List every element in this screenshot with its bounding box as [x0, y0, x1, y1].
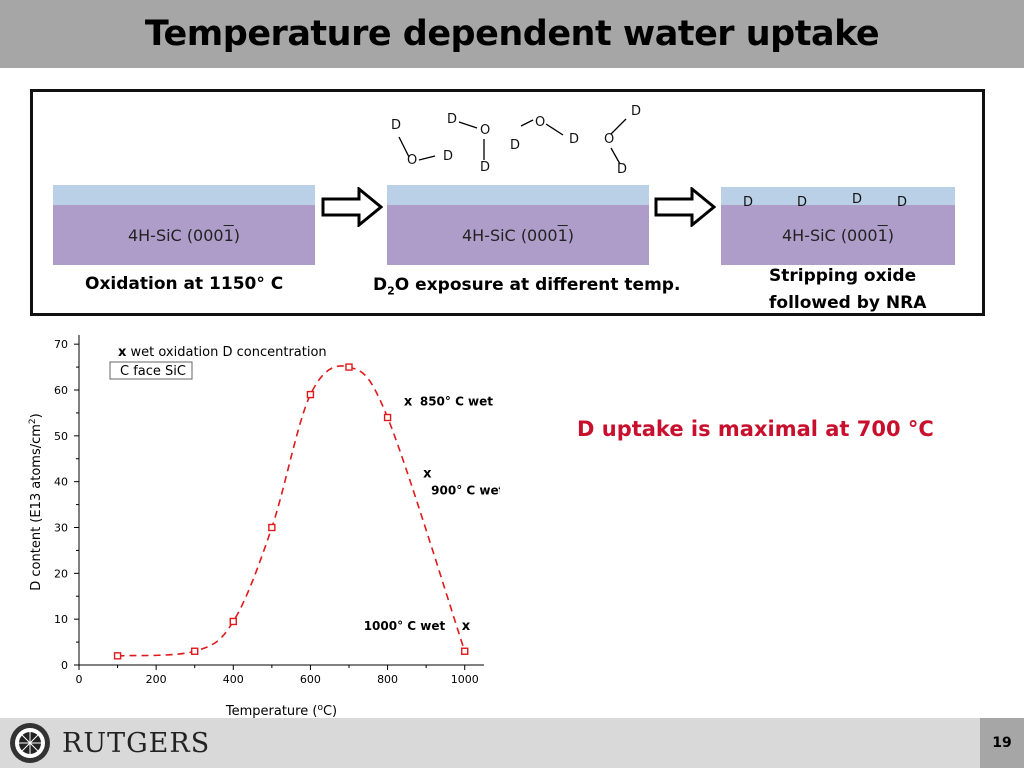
- surface-d-mark: D: [743, 195, 754, 210]
- substrate-label: 4H-SiC (000: [781, 225, 878, 245]
- substrate-layer: 4H-SiC (000 1): [387, 205, 649, 265]
- x-axis-label-text: Temperature (: [225, 704, 318, 719]
- slab-d2o-exposed: 4H-SiC (000 1): [387, 185, 649, 265]
- annotation-label: 850° C wet: [420, 394, 493, 408]
- surface-d-mark: D: [897, 195, 908, 210]
- step-label-line: Oxidation at 1150° C: [85, 274, 284, 294]
- data-point: [306, 390, 315, 399]
- data-point: [229, 617, 237, 626]
- process-diagram: 4H-SiC (000 1) 4H-SiC (000 1) D O D D O D …: [30, 89, 985, 316]
- molecule-letter: O: [604, 132, 615, 147]
- data-point: [268, 523, 276, 532]
- arrow-right-icon: [654, 187, 716, 227]
- annotation-mark: x: [423, 467, 432, 482]
- chart: 0 200 400 600 800 1000 0 10 20 30 40 50 60 70 Temperat…: [20, 325, 505, 720]
- x-tick-label: 400: [223, 673, 244, 686]
- step-label-prefix: D: [373, 275, 388, 295]
- step-label-line: followed by NRA: [769, 293, 927, 313]
- molecule-letter: O: [535, 115, 546, 130]
- molecule-letter: D: [631, 104, 642, 119]
- molecule-letter: O: [480, 123, 491, 138]
- substrate-layer: 4H-SiC (000 1): [53, 205, 315, 265]
- legend-note: x wet oxidation D concentration: [118, 345, 327, 360]
- molecule-letter: D: [443, 149, 454, 164]
- substrate-label-close: ): [567, 225, 575, 245]
- annotation-mark: x: [404, 394, 413, 409]
- substrate-label-close: ): [887, 225, 895, 245]
- surface-d-mark: D: [797, 195, 808, 210]
- y-tick-label: 30: [54, 522, 68, 535]
- y-tick-label: 10: [54, 613, 68, 626]
- substrate-layer: 4H-SiC (000 1): [721, 205, 955, 265]
- step-label-line: Stripping oxide: [769, 266, 917, 286]
- x-tick-label: 800: [377, 673, 398, 686]
- annotation-mark: x: [462, 619, 471, 634]
- data-point: [113, 652, 122, 660]
- step-label-sub: 2: [387, 284, 395, 298]
- x-tick-label: 1000: [451, 673, 479, 686]
- x-tick-label: 600: [300, 673, 321, 686]
- molecule-letter: D: [447, 112, 458, 127]
- slab-oxidized: 4H-SiC (000 1): [53, 185, 315, 265]
- step-label-d2o: D2O exposure at different temp.: [373, 272, 680, 304]
- y-tick-label: 20: [54, 567, 68, 580]
- data-point: [345, 363, 353, 371]
- molecule-letter: D: [617, 162, 628, 177]
- page-title: Temperature dependent water uptake: [144, 14, 880, 54]
- arrow-right-icon: [321, 187, 383, 227]
- annotation-label: 900° C wet: [431, 484, 500, 498]
- y-tick-label: 70: [54, 338, 68, 351]
- y-axis-label-end: ): [29, 413, 44, 418]
- molecule-letter: D: [510, 138, 521, 153]
- brand-logo: RUTGERS: [62, 728, 211, 759]
- data-point: [383, 413, 392, 422]
- title-bar: Temperature dependent water uptake: [0, 0, 1024, 68]
- substrate-label: 4H-SiC (000: [127, 225, 224, 245]
- surface-d-mark: D: [852, 192, 863, 207]
- y-tick-label: 50: [54, 430, 68, 443]
- oxide-layer: [53, 185, 315, 205]
- substrate-label-bar: 1: [877, 225, 888, 245]
- d-content-chart: 0 200 400 600 800 1000 0 10 20 30 40 50 60 70 Temperat…: [28, 335, 505, 719]
- page-number: 19: [980, 718, 1024, 768]
- data-point: [191, 647, 199, 655]
- y-tick-label: 40: [54, 476, 68, 489]
- conclusion-text: D uptake is maximal at 700 °C: [577, 417, 934, 441]
- d2o-molecules: [398, 118, 627, 165]
- x-axis-label-sup: o: [317, 703, 323, 713]
- slab-stripped: 4H-SiC (000 1): [721, 187, 955, 265]
- legend-note-text: wet oxidation D concentration: [126, 345, 326, 360]
- molecule-letter: D: [569, 132, 580, 147]
- molecule-letter: O: [407, 153, 418, 168]
- substrate-label-bar: 1: [223, 225, 234, 245]
- substrate-label-bar: 1: [557, 225, 568, 245]
- y-axis-label-sup: 2: [28, 418, 38, 424]
- legend-box-text: C face SiC: [120, 364, 186, 379]
- substrate-label-close: ): [233, 225, 241, 245]
- series-line: [117, 365, 466, 657]
- oxide-layer: [387, 185, 649, 205]
- legend-box: [109, 361, 193, 380]
- annotation-label: 1000° C wet: [364, 619, 446, 633]
- x-tick-label: 200: [146, 673, 167, 686]
- y-axis-label: D content (E13 atoms/cm2): [28, 413, 44, 590]
- footer: RUTGERS 19: [0, 718, 1024, 768]
- x-axis-label-end: C): [323, 704, 337, 719]
- legend-note-mark: x: [118, 345, 127, 360]
- y-tick-label: 60: [54, 384, 68, 397]
- step-label-oxidation: Oxidation at 1150° C: [85, 271, 283, 298]
- molecule-letter: D: [480, 160, 491, 175]
- y-axis-label-text: D content (E13 atoms/cm: [29, 424, 44, 591]
- x-axis-label: Temperature (oC): [225, 703, 337, 719]
- rutgers-seal-icon: [10, 723, 50, 763]
- x-tick-label: 0: [76, 673, 83, 686]
- substrate-label: 4H-SiC (000: [461, 225, 558, 245]
- molecule-letter: D: [391, 118, 402, 133]
- data-point: [461, 647, 469, 655]
- step-label-nra: Stripping oxide followed by NRA: [769, 263, 926, 317]
- step-label-suffix: O exposure at different temp.: [394, 275, 681, 295]
- y-tick-label: 0: [61, 659, 68, 672]
- surface-layer: [721, 187, 955, 205]
